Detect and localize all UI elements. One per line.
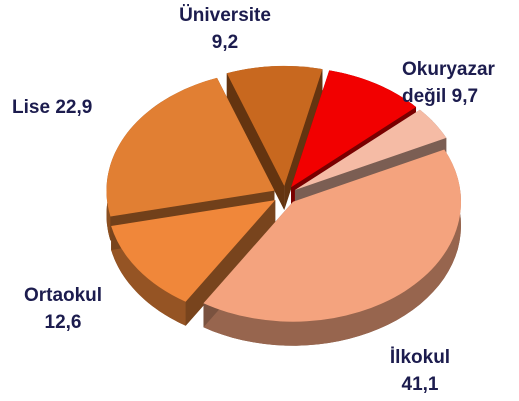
slice-label: Lise 22,9 [12,94,152,121]
slice-side [111,226,186,326]
category-label: Okuryazar değil [402,59,501,107]
category-label: İlkokul [389,347,451,368]
slice-side [203,149,461,346]
value-label: 22,9 [55,97,93,118]
slice-label: Okuryazar değil 9,7 [402,56,519,110]
slice [106,77,275,217]
value-label: 9,7 [451,86,479,107]
slice-label: Ortaokul 12,6 [8,282,118,336]
slice [226,66,323,187]
slice-label: İlkokul 41,1 [360,344,480,398]
slice [203,149,461,322]
slice-label: Üniversite 9,2 [160,2,290,56]
category-label: Üniversite [179,5,271,26]
slice [291,70,417,188]
value-label: 9,2 [211,32,239,53]
category-label: Ortaokul [23,285,103,306]
value-label: 12,6 [44,312,82,333]
slice-tops [106,66,461,322]
slice-edge [185,200,276,326]
value-label: 41,1 [401,374,439,395]
category-label: Lise [12,97,51,118]
slice [294,109,447,190]
slice-edge [226,73,285,211]
slice-edge [284,69,323,211]
slice [111,200,276,302]
